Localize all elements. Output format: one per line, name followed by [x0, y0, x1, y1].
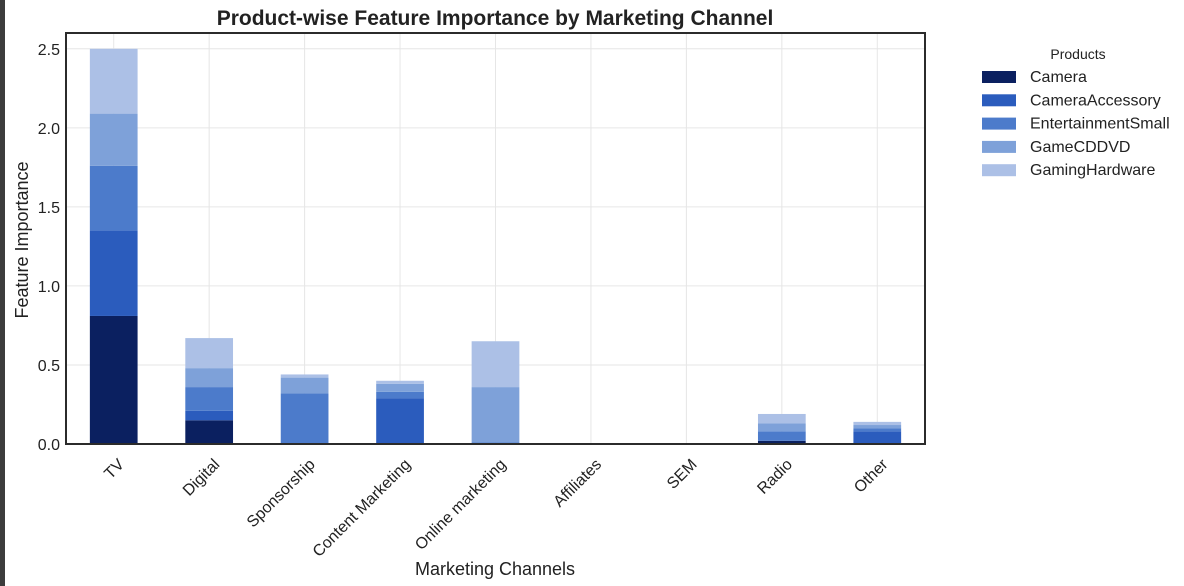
bar-segment: [853, 421, 902, 426]
y-tick-label: 0.5: [38, 358, 60, 375]
bar-segment: [185, 338, 234, 369]
legend-label: Camera: [1030, 69, 1087, 86]
legend-label: GamingHardware: [1030, 162, 1155, 179]
legend-swatch: [982, 71, 1016, 83]
bar-segment: [376, 380, 424, 384]
y-axis-label: Feature Importance: [12, 161, 32, 318]
x-tick-label: Radio: [754, 456, 796, 498]
x-tick-label: Affiliates: [551, 456, 606, 511]
bar-segment: [280, 377, 329, 394]
legend-swatch: [982, 94, 1016, 107]
bar-segment: [89, 48, 138, 114]
bar-segment: [853, 431, 902, 444]
y-tick-label: 1.0: [38, 279, 60, 296]
legend-title: Products: [1050, 46, 1105, 62]
legend-swatch: [982, 164, 1016, 177]
y-tick-label: 0.0: [38, 437, 60, 454]
bar-segment: [471, 341, 520, 388]
bar-segment: [471, 387, 520, 443]
bar-segment: [376, 391, 424, 399]
bar-segment: [89, 230, 138, 316]
x-tick-label: Online marketing: [412, 456, 510, 554]
legend-label: GameCDDVD: [1030, 139, 1130, 156]
legend-swatch: [982, 140, 1016, 153]
x-tick-label: TV: [101, 456, 128, 483]
bar-segment: [185, 420, 234, 444]
x-tick-label: Sponsorship: [244, 456, 319, 531]
window-edge: [0, 0, 5, 586]
x-tick-label: SEM: [664, 456, 701, 493]
y-tick-label: 1.5: [38, 200, 60, 217]
bar-segment: [89, 315, 138, 444]
legend: Products Camera CameraAccessory Entertainm…: [982, 46, 1170, 179]
bar-segment: [185, 387, 234, 411]
bar-segment: [89, 165, 138, 231]
bar-segment: [757, 423, 806, 432]
bar-segment: [376, 398, 424, 444]
x-axis-label: Marketing Channels: [415, 559, 575, 579]
y-tick-label: 2.5: [38, 42, 60, 59]
bar-segment: [280, 374, 329, 378]
x-tick-label: Other: [851, 456, 892, 497]
chart-title: Product-wise Feature Importance by Marke…: [217, 7, 774, 30]
bar-segment: [89, 113, 138, 166]
bar-segment: [757, 431, 806, 441]
bar-segment: [853, 428, 902, 432]
bar-segment: [376, 383, 424, 392]
bar-segment: [757, 440, 806, 444]
bar-segment: [185, 410, 234, 421]
x-tick-label: Digital: [180, 456, 223, 499]
legend-label: EntertainmentSmall: [1030, 116, 1170, 133]
bar-segment: [185, 368, 234, 388]
plot-area: 0.0 0.5 1.0 1.5 2.0 2.5 TV Digital SponsorshipCo…: [38, 32, 926, 561]
legend-label: CameraAccessory: [1030, 92, 1161, 109]
legend-swatch: [982, 117, 1016, 130]
y-tick-label: 2.0: [38, 121, 60, 138]
plot-frame: [65, 32, 926, 445]
bar-segment: [757, 413, 806, 424]
bar-segment: [280, 393, 329, 444]
x-tick-label: Content Marketing: [310, 456, 414, 560]
bar-segment: [853, 425, 902, 429]
